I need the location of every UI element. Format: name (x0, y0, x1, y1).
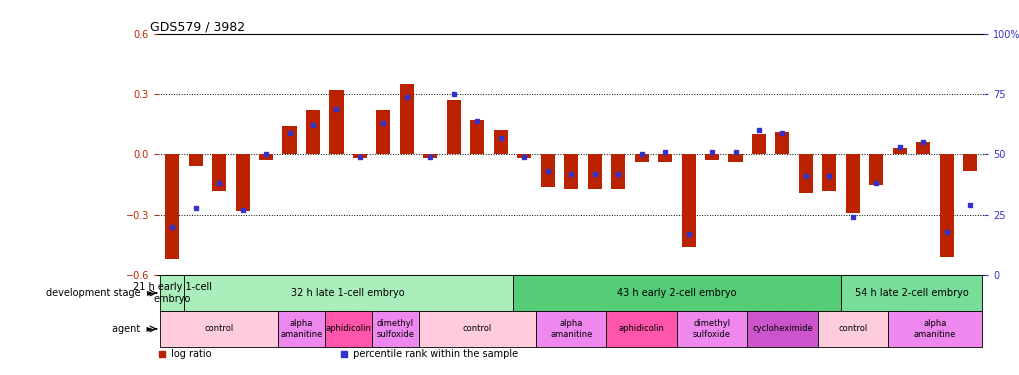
Bar (212, 154, 226, 190)
Bar (446, 100, 461, 154)
Bar (888, 311, 981, 347)
Text: 32 h late 1-cell embryo: 32 h late 1-cell embryo (291, 288, 405, 298)
Bar (704, 154, 718, 160)
Bar (657, 154, 672, 162)
Text: control: control (838, 324, 866, 333)
Bar (353, 154, 367, 159)
Bar (165, 154, 179, 259)
Text: dimethyl
sulfoxide: dimethyl sulfoxide (376, 319, 414, 339)
Bar (610, 154, 625, 189)
Bar (915, 142, 929, 154)
Text: dimethyl
sulfoxide: dimethyl sulfoxide (692, 319, 731, 339)
Bar (681, 154, 695, 247)
Bar (798, 154, 812, 193)
Bar (634, 154, 648, 162)
Bar (540, 154, 554, 187)
Text: GDS579 / 3982: GDS579 / 3982 (150, 21, 245, 34)
Text: control: control (204, 324, 233, 333)
Bar (493, 130, 507, 154)
Bar (517, 154, 531, 159)
Text: 21 h early 1-cell
embryо: 21 h early 1-cell embryо (132, 282, 212, 304)
Text: development stage  ►: development stage ► (46, 288, 154, 298)
Bar (747, 311, 817, 347)
Bar (868, 154, 882, 184)
Bar (189, 154, 203, 166)
Bar (282, 126, 297, 154)
Bar (371, 311, 418, 347)
Text: alpha
amanitine: alpha amanitine (913, 319, 955, 339)
Bar (160, 311, 277, 347)
Bar (329, 90, 343, 154)
Text: percentile rank within the sample: percentile rank within the sample (350, 349, 518, 359)
Text: log ratio: log ratio (168, 349, 211, 359)
Bar (564, 154, 578, 189)
Bar (821, 154, 836, 190)
Bar (512, 275, 841, 311)
Bar (324, 311, 371, 347)
Bar (817, 311, 888, 347)
Bar (423, 154, 437, 159)
Text: alpha
amanitine: alpha amanitine (549, 319, 592, 339)
Bar (277, 311, 324, 347)
Text: cycloheximide: cycloheximide (751, 324, 812, 333)
Bar (962, 154, 976, 171)
Text: alpha
amanitine: alpha amanitine (280, 319, 322, 339)
Text: aphidicolin: aphidicolin (619, 324, 664, 333)
Bar (677, 311, 747, 347)
Bar (728, 154, 742, 162)
Bar (751, 134, 765, 154)
Bar (160, 275, 183, 311)
Text: aphidicolin: aphidicolin (325, 324, 371, 333)
Bar (470, 120, 484, 154)
Bar (774, 132, 789, 154)
Bar (235, 154, 250, 211)
Bar (399, 84, 414, 154)
Bar (845, 154, 859, 213)
Bar (841, 275, 981, 311)
Bar (892, 148, 906, 154)
Bar (376, 110, 390, 154)
Bar (587, 154, 601, 189)
Text: 43 h early 2-cell embryo: 43 h early 2-cell embryo (616, 288, 736, 298)
Text: control: control (463, 324, 491, 333)
Bar (535, 311, 606, 347)
Bar (606, 311, 677, 347)
Bar (938, 154, 953, 257)
Text: agent  ►: agent ► (112, 324, 154, 334)
Bar (259, 154, 273, 160)
Bar (418, 311, 535, 347)
Bar (306, 110, 320, 154)
Text: 54 h late 2-cell embryo: 54 h late 2-cell embryo (854, 288, 967, 298)
Bar (183, 275, 512, 311)
